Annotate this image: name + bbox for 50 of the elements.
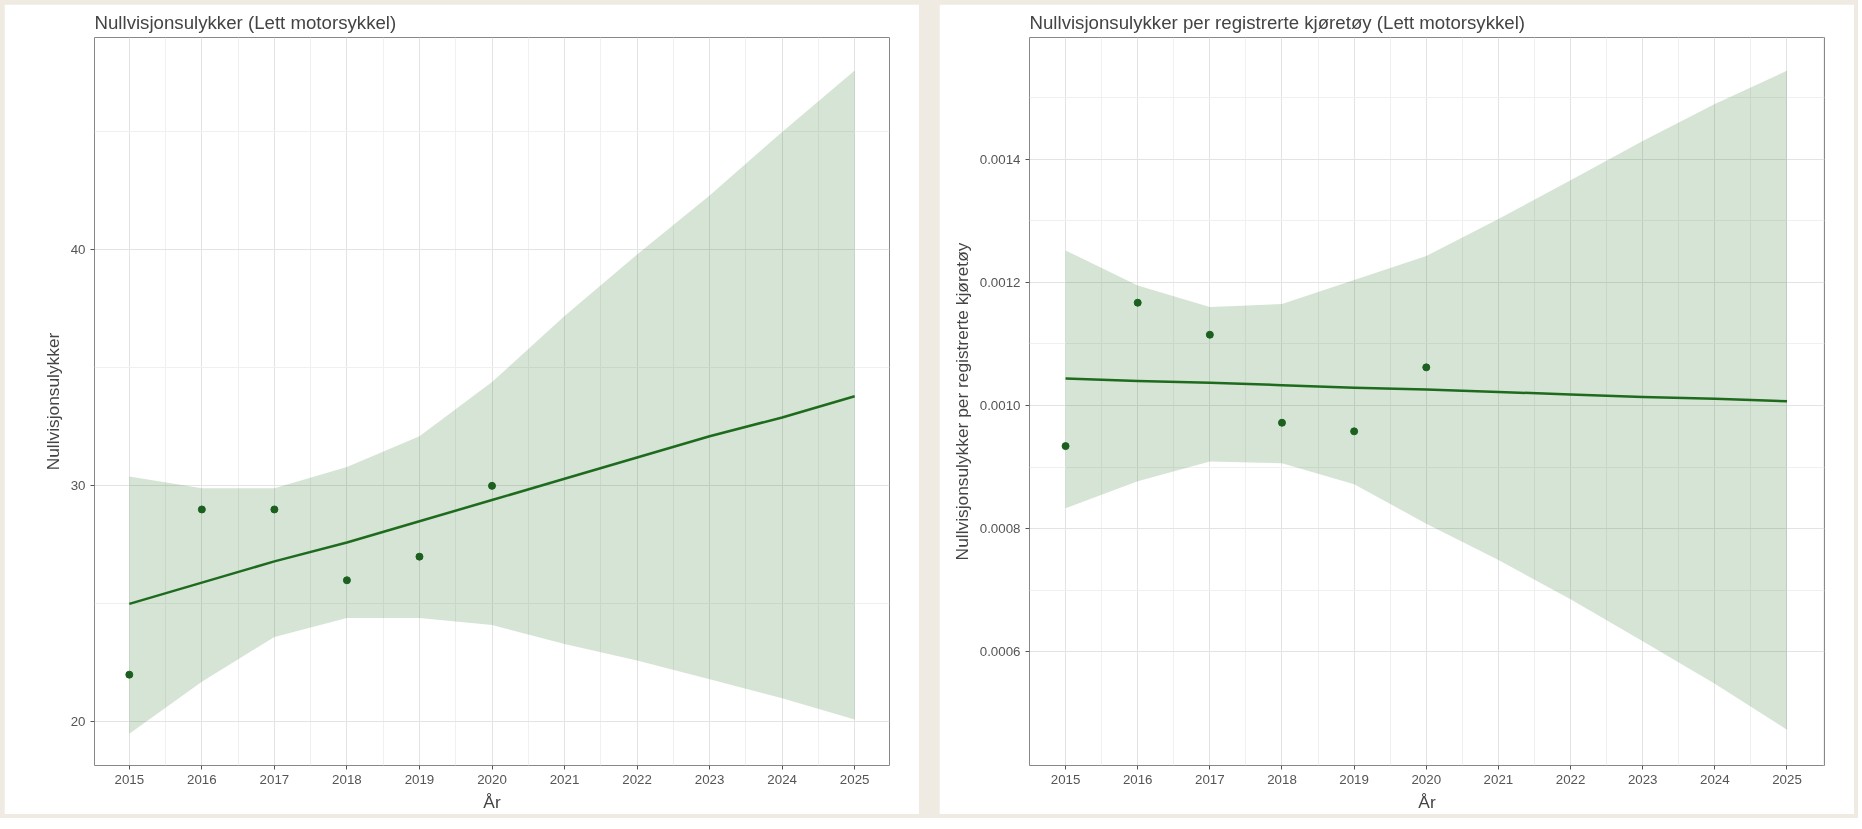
x-tick-label: 2016 bbox=[187, 771, 217, 787]
y-tick-label: 0.0014 bbox=[979, 151, 1022, 167]
x-tick-label: 2024 bbox=[767, 771, 798, 787]
x-tick-label: 2017 bbox=[1195, 771, 1225, 787]
x-tick-label: 2017 bbox=[259, 771, 290, 787]
point bbox=[1422, 363, 1431, 372]
y-tick-label: 0.0010 bbox=[979, 398, 1021, 413]
y-tick-label: 0.0012 bbox=[979, 274, 1021, 290]
y-tick-label: 20 bbox=[70, 714, 86, 730]
y-axis-title: Nullvisjonsulykker bbox=[42, 332, 63, 471]
x-tick-label: 2023 bbox=[694, 771, 725, 787]
point bbox=[488, 481, 496, 490]
x-axis-title: År bbox=[483, 791, 501, 812]
y-tick-label: 30 bbox=[70, 478, 86, 494]
x-tick-label: 2023 bbox=[1627, 771, 1658, 787]
point bbox=[197, 505, 206, 514]
y-tick-label: 0.0008 bbox=[979, 521, 1021, 537]
x-tick-label: 2022 bbox=[1555, 771, 1586, 787]
point bbox=[1278, 418, 1286, 427]
y-axis-title: Nullvisjonsulykker per registrerte kjøretøy bbox=[951, 242, 972, 561]
line-series bbox=[128, 394, 856, 606]
chart-title: Nullvisjonsulykker (Lett motorsykkel) bbox=[94, 11, 397, 33]
point bbox=[125, 670, 134, 679]
y-tick-label: 0.0006 bbox=[979, 644, 1021, 660]
x-tick-label: 2025 bbox=[1772, 771, 1802, 787]
point bbox=[415, 552, 424, 561]
point bbox=[1133, 298, 1142, 307]
x-tick-label: 2016 bbox=[1122, 771, 1153, 787]
x-tick-label: 2021 bbox=[1483, 771, 1514, 787]
point bbox=[1205, 330, 1214, 339]
x-tick-label: 2019 bbox=[1339, 771, 1369, 787]
x-tick-label: 2015 bbox=[1050, 771, 1081, 787]
x-tick-label: 2019 bbox=[404, 771, 435, 787]
x-tick-label: 2021 bbox=[549, 771, 580, 787]
x-tick-label: 2018 bbox=[1267, 771, 1297, 787]
x-tick-label: 2024 bbox=[1700, 771, 1731, 787]
x-axis-title: År bbox=[1418, 791, 1436, 812]
x-tick-label: 2020 bbox=[477, 771, 507, 787]
line-series bbox=[1064, 377, 1789, 403]
x-tick-label: 2020 bbox=[1411, 771, 1442, 787]
y-tick-label: 40 bbox=[70, 242, 86, 258]
point bbox=[1061, 442, 1070, 451]
point bbox=[270, 505, 279, 514]
point bbox=[1350, 427, 1359, 436]
x-tick-label: 2022 bbox=[622, 771, 652, 787]
point bbox=[342, 576, 351, 585]
chart-title: Nullvisjonsulykker per registrerte kjøretøy (Lett motorsykkel) bbox=[1029, 11, 1526, 33]
x-tick-label: 2015 bbox=[114, 771, 145, 787]
x-tick-label: 2025 bbox=[839, 771, 870, 787]
x-tick-label: 2018 bbox=[332, 771, 362, 787]
